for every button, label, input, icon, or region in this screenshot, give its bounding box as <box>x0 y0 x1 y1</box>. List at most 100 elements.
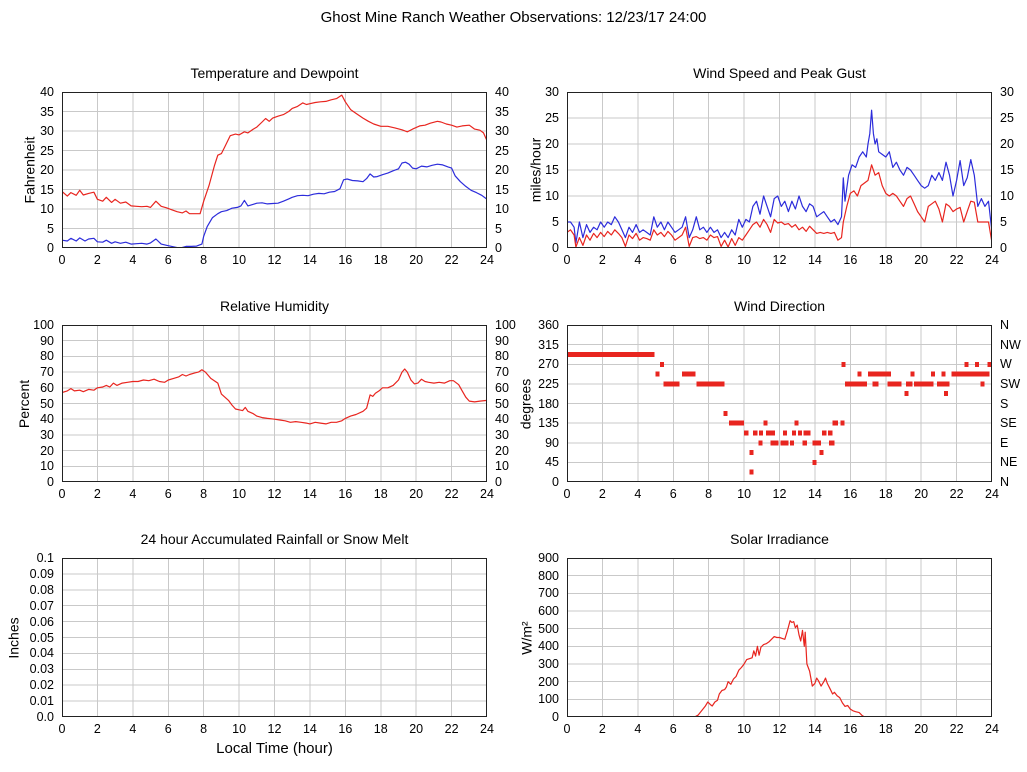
y-tick-label: 0.06 <box>29 614 54 629</box>
y-axis-label: Inches <box>6 616 22 659</box>
x-tick-label: 22 <box>949 487 964 501</box>
y-tick-label: 270 <box>538 357 559 371</box>
plot-frame <box>62 92 487 248</box>
chart-title: Solar Irradiance <box>730 531 829 547</box>
y-tick-label-right: 15 <box>1000 162 1014 177</box>
x-tick-label: 12 <box>772 253 787 267</box>
y-axis-unit-wrap: W/m² <box>518 558 536 717</box>
plot-frame <box>567 92 992 248</box>
x-tick-label: 18 <box>878 253 893 267</box>
x-tick-label: 14 <box>302 253 317 267</box>
x-tick-label: 10 <box>232 487 247 501</box>
x-tick-label: 10 <box>737 487 752 501</box>
y-tick-label-right: 25 <box>495 143 509 158</box>
x-tick-label: 24 <box>985 487 999 501</box>
x-tick-label: 20 <box>409 253 424 267</box>
x-tick-label: 2 <box>93 722 101 736</box>
y-tick-label: 45 <box>545 455 559 470</box>
series-relative-humidity <box>61 368 488 425</box>
chart-relative-humidity: Relative Humidity Percent 0 2 4 6 8 10 12 14 16 1… <box>16 298 516 500</box>
y-tick-label: 0.09 <box>29 566 54 581</box>
y-tick-label: 20 <box>40 162 54 177</box>
compass-label: N <box>1000 474 1010 489</box>
x-tick-label: 8 <box>200 722 208 736</box>
y-tick-label: 60 <box>40 380 54 395</box>
x-tick-label: 8 <box>200 253 208 267</box>
y-tick-label-right: 100 <box>495 317 516 332</box>
plot-svg <box>61 92 488 249</box>
y-tick-label-right: 0 <box>495 474 502 489</box>
x-tick-label: 2 <box>598 253 606 267</box>
y-tick-label-right: 80 <box>495 349 509 364</box>
y-tick-label-right: 10 <box>495 459 509 474</box>
compass-label: NW <box>1000 337 1021 352</box>
x-tick-label: 20 <box>914 487 929 501</box>
y-axis-unit-wrap: Fahrenheit <box>20 92 38 248</box>
chart-solar-irradiance: Solar Irradiance W/m² 0 2 4 6 8 10 12 14 16 18 20 2… <box>519 531 999 735</box>
y-tick-label: 25 <box>40 143 54 158</box>
x-tick-label: 0 <box>563 722 571 736</box>
y-axis-label: Percent <box>16 379 32 428</box>
x-tick-label: 6 <box>164 253 172 267</box>
y-tick-label: 15 <box>40 182 54 197</box>
x-tick-label: 8 <box>200 487 208 501</box>
x-tick-label: 16 <box>843 722 858 736</box>
plot-frame <box>62 325 487 482</box>
y-tick-label: 25 <box>545 110 559 125</box>
x-tick-label: 12 <box>772 487 787 501</box>
compass-label: E <box>1000 435 1009 450</box>
chart-title: 24 hour Accumulated Rainfall or Snow Mel… <box>140 531 409 547</box>
x-tick-label: 4 <box>129 487 137 501</box>
x-tick-label: 20 <box>914 253 929 267</box>
x-tick-label: 0 <box>58 253 66 267</box>
y-tick-label: 0.05 <box>29 630 54 645</box>
x-tick-label: 18 <box>373 722 388 736</box>
x-tick-label: 20 <box>914 722 929 736</box>
y-tick-label: 30 <box>545 84 559 99</box>
x-tick-label: 0 <box>58 487 66 501</box>
x-tick-label: 6 <box>164 487 172 501</box>
y-axis-label: Fahrenheit <box>21 136 37 204</box>
y-axis-unit-wrap: Inches <box>5 558 23 717</box>
x-tick-label: 24 <box>480 487 494 501</box>
x-tick-label: 22 <box>444 253 459 267</box>
y-tick-label: 30 <box>40 123 54 138</box>
chart-title: Relative Humidity <box>220 298 329 314</box>
y-tick-label: 10 <box>545 188 559 203</box>
y-tick-label: 700 <box>538 586 559 601</box>
y-tick-label: 0.04 <box>29 646 54 661</box>
x-tick-label: 2 <box>93 253 101 267</box>
compass-label: S <box>1000 396 1009 411</box>
plot-area <box>567 325 992 482</box>
page-title: Ghost Mine Ranch Weather Observations: 1… <box>320 9 707 26</box>
x-tick-label: 12 <box>267 487 282 501</box>
y-tick-label-right: 5 <box>495 221 502 236</box>
plot-frame <box>62 558 487 717</box>
plot-area <box>566 92 993 248</box>
series-temperature <box>61 94 488 215</box>
y-tick-label: 180 <box>538 396 559 411</box>
y-tick-label: 315 <box>538 337 559 352</box>
compass-label: N <box>1000 317 1010 332</box>
x-tick-label: 12 <box>772 722 787 736</box>
compass-label: NE <box>1000 455 1018 470</box>
x-tick-label: 10 <box>737 253 752 267</box>
x-tick-label: 20 <box>409 487 424 501</box>
y-tick-label: 20 <box>545 136 559 151</box>
y-tick-label-right: 10 <box>495 201 509 216</box>
y-tick-label: 0 <box>552 240 559 255</box>
x-tick-label: 14 <box>807 487 822 501</box>
x-tick-label: 4 <box>129 253 137 267</box>
y-tick-label: 10 <box>40 201 54 216</box>
y-tick-label: 15 <box>545 162 559 177</box>
y-tick-label: 0.07 <box>29 598 54 613</box>
x-tick-label: 2 <box>93 487 101 501</box>
y-axis-label: degrees <box>517 378 533 429</box>
x-tick-label: 4 <box>129 722 137 736</box>
y-tick-label-right: 10 <box>1000 188 1014 203</box>
x-tick-label: 6 <box>669 722 677 736</box>
plot-area <box>61 325 488 482</box>
y-axis-unit-wrap: miles/hour <box>526 92 544 248</box>
